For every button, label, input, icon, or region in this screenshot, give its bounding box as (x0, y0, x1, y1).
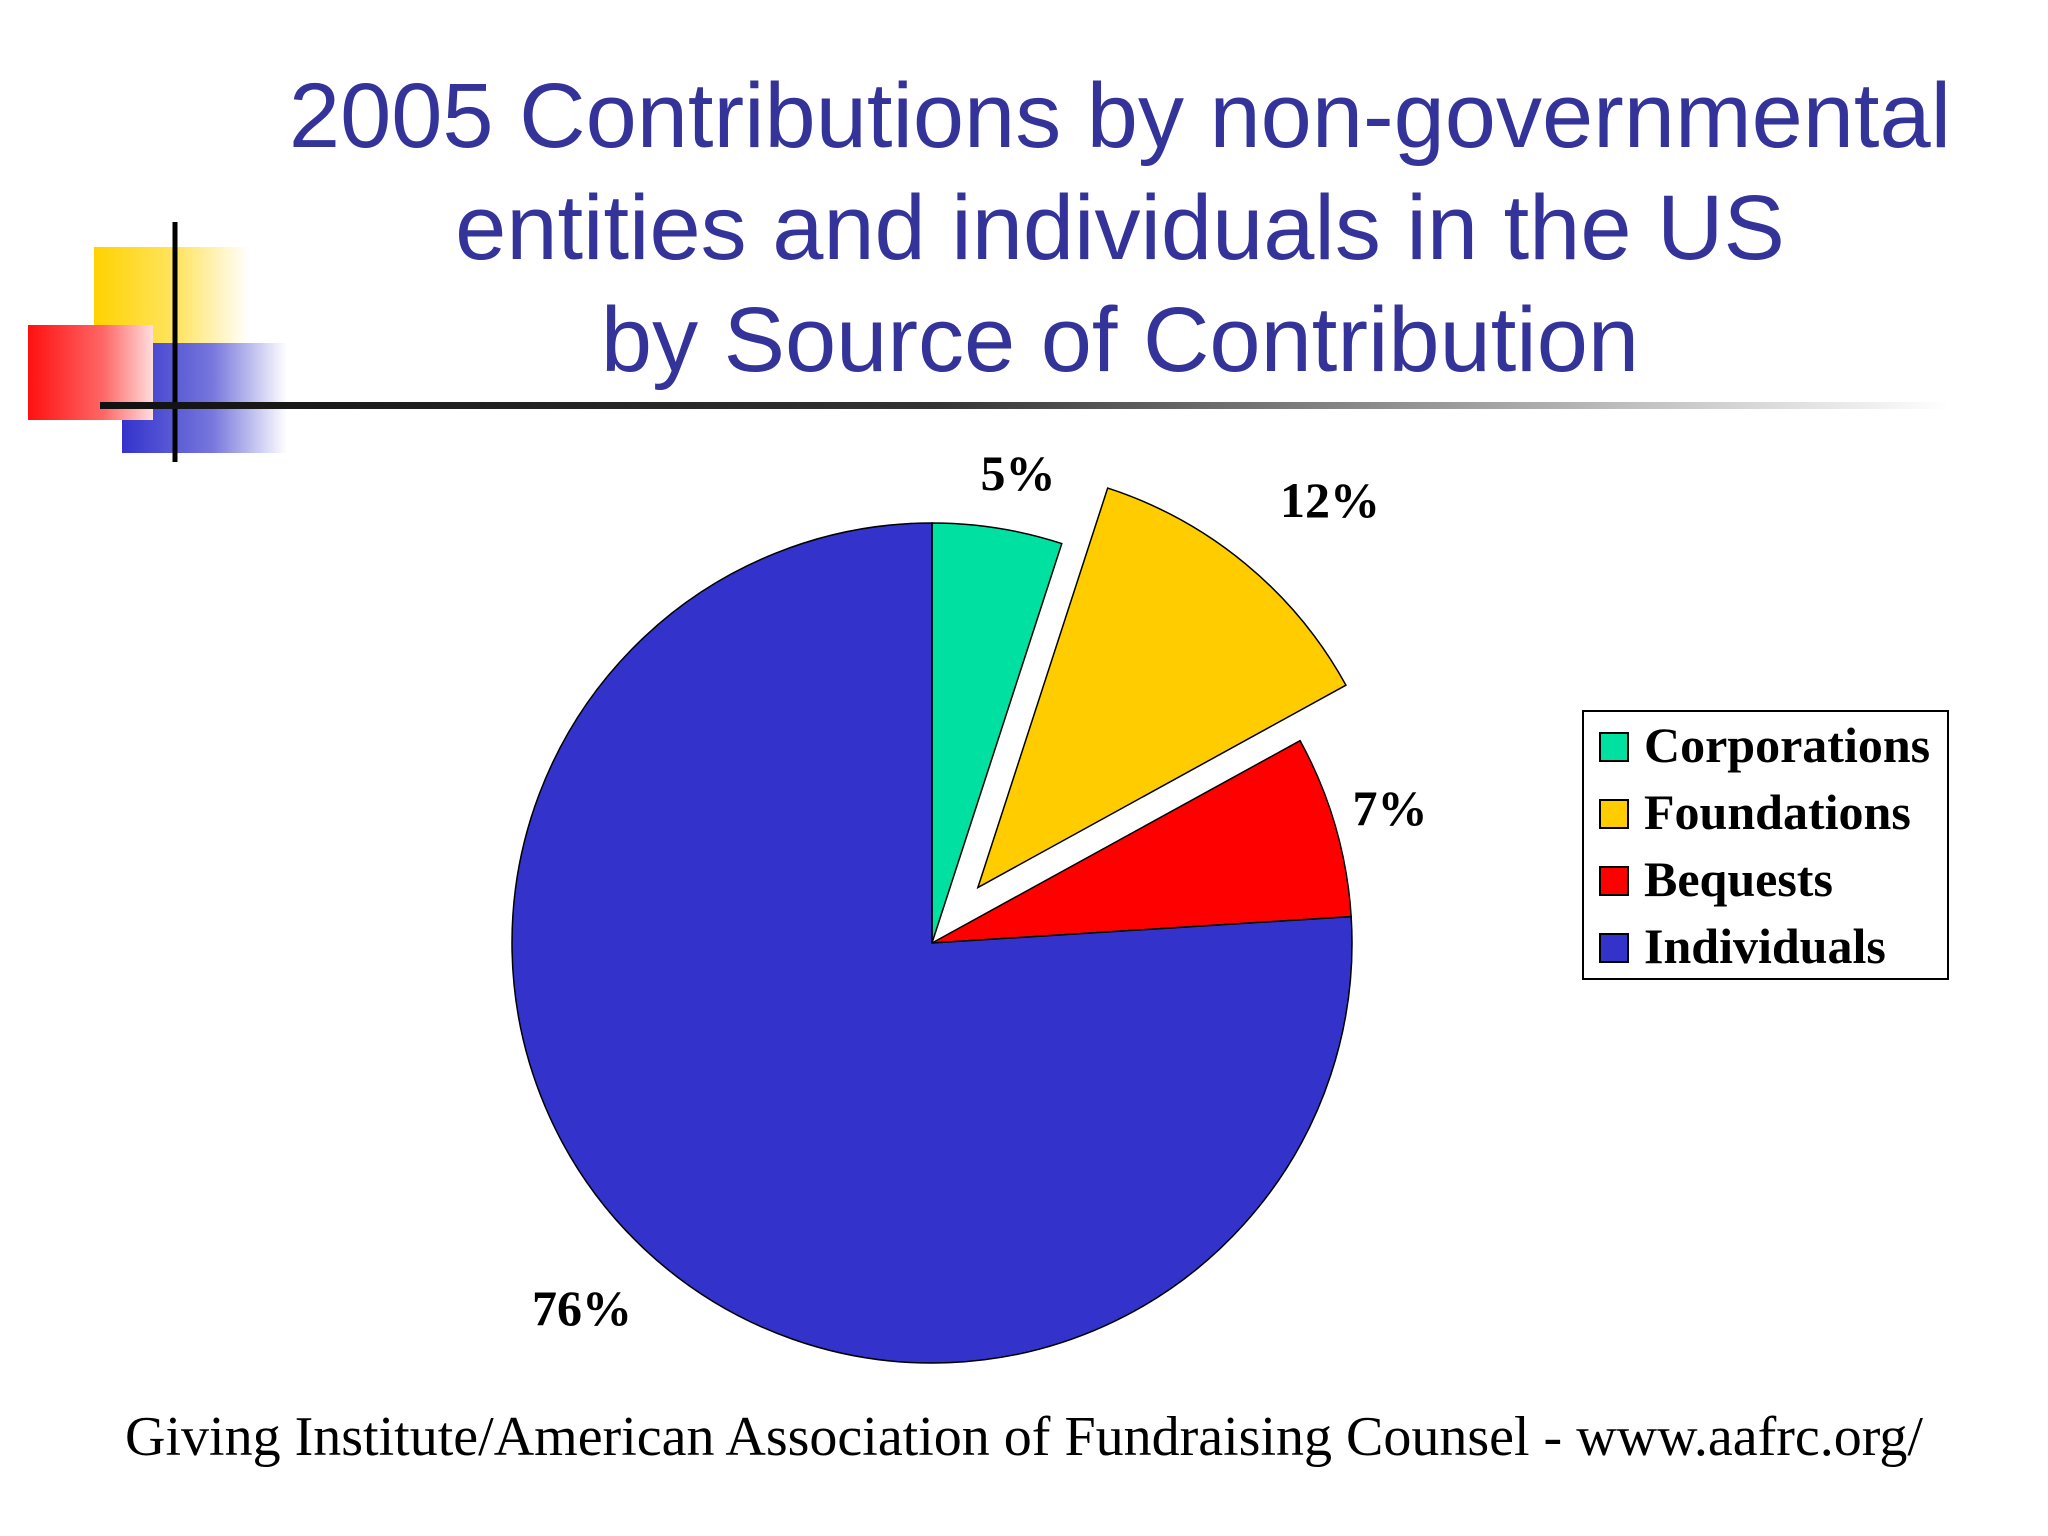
legend-label-individuals: Individuals (1644, 918, 1886, 974)
title-line-3: by Source of Contribution (600, 289, 1640, 391)
title-line-2: entities and individuals in the US (455, 177, 1785, 279)
data-label-individuals: 76% (532, 1280, 632, 1336)
decorative-corner-graphic (28, 222, 287, 462)
pie-data-labels: 5% 12% 7% 76% (532, 445, 1428, 1336)
pie-slice-foundations (976, 487, 1347, 890)
data-label-foundations: 12% (1280, 472, 1380, 528)
legend-label-foundations: Foundations (1644, 784, 1911, 840)
data-label-corporations: 5% (981, 445, 1056, 501)
legend-swatch-bequests (1599, 866, 1629, 896)
legend-swatch-corporations (1599, 732, 1629, 762)
legend-swatch-foundations (1599, 799, 1629, 829)
title-underline (100, 402, 1950, 409)
chart-legend: Corporations Foundations Bequests Individua… (1582, 710, 1949, 980)
page-title: 2005 Contributions by non-governmental e… (240, 60, 2000, 396)
pie-slice-individuals (511, 522, 1353, 1364)
data-label-bequests: 7% (1353, 780, 1428, 836)
pie-slice-bequests (931, 739, 1352, 944)
pie-slices (511, 487, 1353, 1364)
pie-chart: 5% 12% 7% 76% Corporations Foundations Beques… (511, 445, 1949, 1364)
legend-label-bequests: Bequests (1644, 851, 1833, 907)
title-line-1: 2005 Contributions by non-governmental (288, 65, 1952, 167)
source-credit: Giving Institute/American Association of… (125, 1406, 1923, 1468)
legend-swatch-individuals (1599, 933, 1629, 963)
legend-frame (1582, 710, 1949, 980)
legend-label-corporations: Corporations (1644, 717, 1930, 773)
